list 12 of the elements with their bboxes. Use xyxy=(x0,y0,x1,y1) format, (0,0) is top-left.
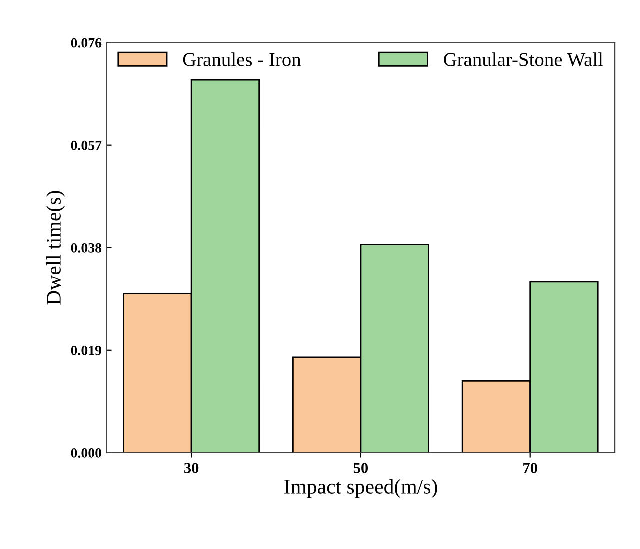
y-tick-label: 0.057 xyxy=(71,140,102,150)
x-axis-title: Impact speed(m/s) xyxy=(284,479,438,498)
y-tick-label: 0.000 xyxy=(71,448,102,458)
legend-label: Granules - Iron xyxy=(183,52,302,66)
x-tick-label: 70 xyxy=(524,463,538,474)
y-tick-label: 0.038 xyxy=(71,243,102,253)
y-tick-label: 0.019 xyxy=(71,346,102,356)
x-tick-label: 30 xyxy=(184,463,199,474)
x-tick-label: 50 xyxy=(354,463,368,474)
y-tick-label: 0.076 xyxy=(71,38,102,48)
y-axis-title: Dwell time(s) xyxy=(46,191,66,305)
legend-label: Granular-Stone Wall xyxy=(444,52,604,66)
